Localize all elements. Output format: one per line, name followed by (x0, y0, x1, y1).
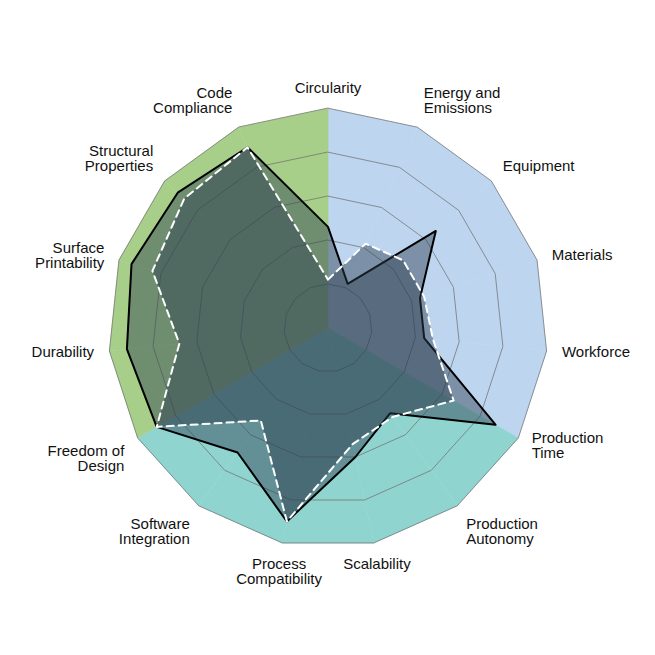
svg-text:Durability: Durability (32, 343, 95, 360)
svg-text:ProductionTime: ProductionTime (532, 429, 604, 461)
svg-text:ProcessCompatibility: ProcessCompatibility (236, 555, 322, 587)
svg-text:CodeCompliance: CodeCompliance (153, 84, 232, 116)
svg-text:Materials: Materials (552, 246, 613, 263)
svg-text:Scalability: Scalability (343, 555, 411, 572)
svg-text:Energy andEmissions: Energy andEmissions (424, 84, 501, 116)
svg-text:StructuralProperties: StructuralProperties (85, 142, 153, 174)
svg-text:Circularity: Circularity (295, 79, 362, 96)
svg-text:Workforce: Workforce (562, 343, 630, 360)
svg-text:ProductionAutonomy: ProductionAutonomy (466, 515, 538, 547)
svg-text:Equipment: Equipment (503, 157, 576, 174)
svg-text:SoftwareIntegration: SoftwareIntegration (119, 515, 190, 547)
svg-text:SurfacePrintability: SurfacePrintability (35, 239, 105, 271)
svg-text:Freedom ofDesign: Freedom ofDesign (48, 442, 126, 474)
